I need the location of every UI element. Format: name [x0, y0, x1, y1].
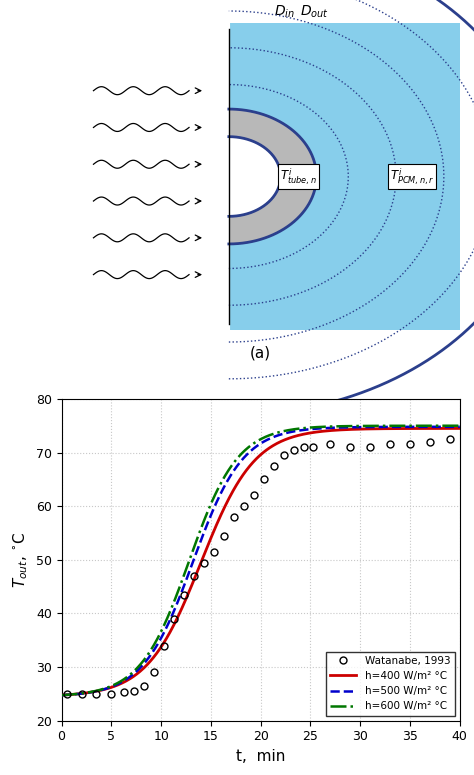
- Bar: [62, 23, 229, 330]
- Text: $h_{air}$: $h_{air}$: [140, 167, 166, 186]
- Wedge shape: [229, 0, 474, 415]
- Text: $T_n^i$: $T_n^i$: [69, 165, 86, 188]
- Wedge shape: [229, 136, 281, 216]
- Y-axis label: $T_{out}$, $^{\circ}$C: $T_{out}$, $^{\circ}$C: [12, 532, 30, 588]
- X-axis label: t,  min: t, min: [236, 749, 285, 764]
- Text: $T_{PCM,n,r}^i$: $T_{PCM,n,r}^i$: [390, 166, 434, 187]
- Legend: Watanabe, 1993, h=400 W/m² °C, h=500 W/m² °C, h=600 W/m² °C: Watanabe, 1993, h=400 W/m² °C, h=500 W/m…: [326, 652, 455, 715]
- Text: (a): (a): [250, 345, 271, 360]
- Text: $D_{in}$: $D_{in}$: [274, 4, 295, 20]
- Text: $T_{tube,n}^i$: $T_{tube,n}^i$: [280, 166, 317, 187]
- Text: $D_{out}$: $D_{out}$: [300, 4, 329, 20]
- Wedge shape: [229, 109, 317, 244]
